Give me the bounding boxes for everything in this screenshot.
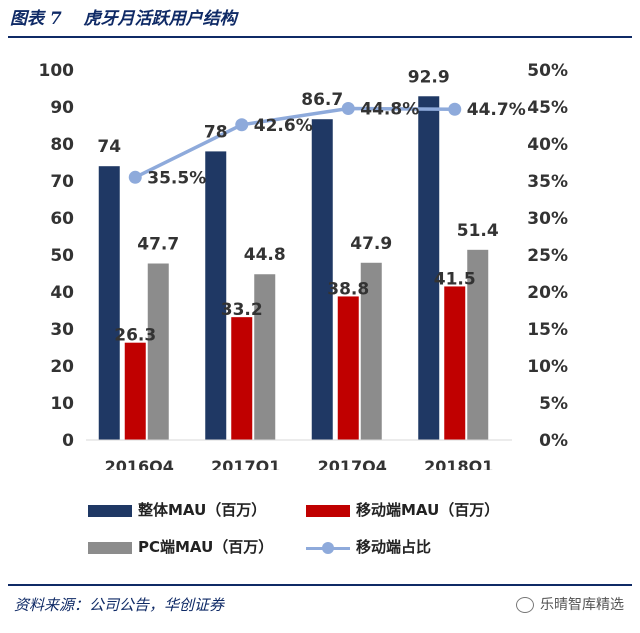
legend-label-pc-mau: PC端MAU（百万）	[138, 538, 274, 556]
bar-mobile-mau	[444, 286, 466, 440]
y-left-tick-label: 100	[39, 61, 75, 81]
legend-item-mobile-share: 移动端占比	[306, 537, 431, 557]
y-right-tick-label: 10%	[527, 357, 568, 377]
y-right-tick-label: 15%	[527, 320, 568, 340]
point-mobile-share	[341, 101, 355, 115]
wechat-icon	[516, 597, 534, 613]
y-right-tick-label: 30%	[527, 209, 568, 229]
legend-item-total-mau: 整体MAU（百万）	[88, 500, 266, 520]
watermark-text: 乐晴智库精选	[540, 597, 624, 613]
x-tick-label: 2017Q4	[318, 457, 387, 470]
figure-number: 图表 7	[10, 9, 62, 29]
legend-swatch-pc-mau	[88, 541, 132, 554]
bar-mobile-mau	[231, 317, 253, 440]
point-mobile-share	[128, 170, 142, 184]
legend-swatch-total-mau	[88, 504, 132, 517]
data-label-pc-mau: 44.8	[244, 245, 286, 265]
chart-canvas: 0 10 20 30 40 50 60 70 80 90 100 0% 5% 10% 15% 20% 25% 30…	[39, 61, 569, 470]
legend-item-pc-mau: PC端MAU（百万）	[88, 537, 273, 557]
legend-label-total-mau: 整体MAU（百万）	[138, 501, 267, 519]
data-label-pc-mau: 47.7	[137, 235, 179, 255]
y-left-tick-label: 80	[50, 135, 74, 155]
y-left-tick-label: 30	[50, 320, 74, 340]
bar-mobile-mau	[337, 296, 359, 440]
figure-title: 图表 7 虎牙月活跃用户结构	[10, 6, 237, 32]
data-label-mobile-share: 44.7%	[467, 100, 526, 120]
watermark: 乐晴智库精选	[516, 594, 624, 614]
y-left-tick-label: 0	[62, 431, 74, 451]
y-right-tick-label: 5%	[539, 394, 568, 414]
y-left-tick-label: 40	[50, 283, 74, 303]
data-label-total-mau: 78	[204, 122, 228, 142]
x-tick-label: 2016Q4	[105, 457, 174, 470]
bar-pc-mau	[360, 262, 382, 440]
y-right-tick-label: 50%	[527, 61, 568, 81]
bar-pc-mau	[147, 263, 169, 440]
y-left-tick-label: 50	[50, 246, 74, 266]
data-label-mobile-mau: 41.5	[434, 269, 476, 289]
legend-swatch-mobile-mau	[306, 504, 350, 517]
data-label-mobile-mau: 26.3	[114, 326, 156, 346]
data-label-pc-mau: 47.9	[350, 234, 392, 254]
y-right-tick-label: 35%	[527, 172, 568, 192]
y-left-tick-label: 70	[50, 172, 74, 192]
bar-total-mau	[205, 151, 227, 440]
data-label-mobile-share: 35.5%	[147, 168, 206, 188]
y-right-tick-label: 20%	[527, 283, 568, 303]
data-label-mobile-mau: 38.8	[327, 279, 369, 299]
bar-pc-mau	[467, 249, 489, 440]
y-right-tick-label: 45%	[527, 98, 568, 118]
bar-total-mau	[418, 96, 440, 440]
data-label-mobile-share: 42.6%	[254, 116, 313, 136]
legend-swatch-mobile-share	[306, 541, 350, 554]
y-right-tick-label: 25%	[527, 246, 568, 266]
bar-pc-mau	[254, 274, 276, 440]
point-mobile-share	[235, 118, 249, 132]
x-tick-label: 2017Q1	[211, 457, 280, 470]
source-rule	[8, 584, 632, 586]
title-rule	[8, 36, 632, 38]
line-mobile-share	[134, 106, 455, 179]
y-left-tick-label: 60	[50, 209, 74, 229]
legend-item-mobile-mau: 移动端MAU（百万）	[306, 500, 499, 520]
data-label-total-mau: 86.7	[301, 90, 343, 110]
source-note: 资料来源：公司公告，华创证券	[14, 596, 225, 614]
bar-total-mau	[98, 166, 120, 440]
data-label-total-mau: 74	[97, 137, 121, 157]
bar-mobile-mau	[124, 342, 146, 440]
data-label-mobile-share: 44.8%	[360, 99, 419, 119]
bar-total-mau	[311, 119, 333, 441]
y-left-tick-label: 90	[50, 98, 74, 118]
data-label-total-mau: 92.9	[408, 67, 450, 87]
y-right-tick-label: 0%	[539, 431, 568, 451]
figure-title-text: 虎牙月活跃用户结构	[83, 9, 237, 29]
legend-label-mobile-mau: 移动端MAU（百万）	[356, 501, 500, 519]
x-tick-label: 2018Q1	[424, 457, 493, 470]
y-left-tick-label: 20	[50, 357, 74, 377]
y-left-tick-label: 10	[50, 394, 74, 414]
data-label-mobile-mau: 33.2	[221, 300, 263, 320]
legend-label-mobile-share: 移动端占比	[356, 538, 432, 556]
point-mobile-share	[448, 102, 462, 116]
data-label-pc-mau: 51.4	[457, 221, 499, 241]
y-right-tick-label: 40%	[527, 135, 568, 155]
